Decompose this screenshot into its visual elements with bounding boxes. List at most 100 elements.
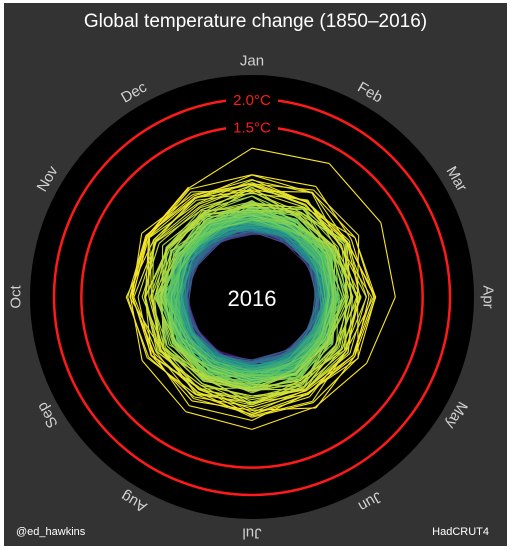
spiral-segment bbox=[287, 333, 316, 361]
spiral-segment bbox=[326, 296, 345, 341]
spiral-segment bbox=[325, 254, 335, 298]
spiral-segment bbox=[161, 296, 165, 349]
spiral-segment bbox=[251, 388, 306, 397]
spiral-segment bbox=[331, 250, 345, 298]
spiral-segment bbox=[155, 206, 201, 242]
spiral-segment bbox=[153, 352, 198, 393]
spiral-segment bbox=[146, 187, 190, 237]
spiral-segment bbox=[204, 204, 253, 217]
spiral-segment bbox=[146, 186, 189, 237]
spiral-segment bbox=[340, 296, 353, 349]
spiral-segment bbox=[332, 296, 337, 344]
spiral-segment bbox=[181, 261, 193, 298]
spiral-segment bbox=[191, 400, 253, 411]
spiral-segment bbox=[305, 344, 336, 391]
spiral-segment bbox=[291, 227, 331, 253]
spiral-segment bbox=[200, 384, 253, 397]
spiral-segment bbox=[251, 407, 317, 411]
spiral-segment bbox=[315, 355, 356, 409]
spiral-segment bbox=[334, 248, 358, 298]
spiral-segment bbox=[210, 368, 253, 373]
spiral-segment bbox=[308, 296, 320, 330]
spiral-segment bbox=[251, 147, 330, 164]
spiral-segment bbox=[308, 263, 317, 298]
spiral-segment bbox=[251, 350, 284, 363]
spiral-segment bbox=[152, 296, 162, 350]
spiral-segment bbox=[251, 204, 301, 214]
spiral-segment bbox=[337, 296, 358, 347]
spiral-segment bbox=[345, 296, 374, 352]
plot-disc bbox=[30, 75, 474, 519]
spiral-segment bbox=[251, 372, 297, 388]
spiral-segment bbox=[153, 198, 196, 241]
spiral-segment bbox=[166, 213, 205, 249]
ring-label-1-5c: 1.5°C bbox=[233, 119, 271, 136]
spiral-segment bbox=[212, 219, 253, 231]
spiral-segment bbox=[162, 348, 197, 395]
spiral-segment bbox=[155, 209, 203, 243]
spiral-segment bbox=[186, 264, 197, 298]
spiral-segment bbox=[251, 184, 306, 205]
spiral-segment bbox=[194, 329, 220, 355]
spiral-segment bbox=[185, 411, 253, 430]
spiral-segment bbox=[125, 296, 150, 357]
spiral-segment bbox=[346, 241, 377, 298]
spiral-segment bbox=[311, 192, 341, 247]
spiral-segment bbox=[251, 183, 307, 203]
spiral-segment bbox=[197, 391, 253, 418]
spiral-lines bbox=[125, 147, 396, 430]
spiral-segment bbox=[251, 195, 296, 223]
spiral-segment bbox=[284, 331, 313, 354]
spiral-segment bbox=[352, 296, 376, 356]
chart-frame: Global temperature change (1850–2016) 2.… bbox=[4, 3, 507, 546]
spiral-segment bbox=[303, 207, 332, 252]
spiral-segment bbox=[186, 225, 212, 260]
spiral-segment bbox=[141, 360, 187, 413]
spiral-segment bbox=[205, 375, 253, 392]
spiral-segment bbox=[198, 388, 253, 410]
spiral-segment bbox=[312, 191, 348, 243]
spiral-segment bbox=[251, 189, 305, 208]
spiral-segment bbox=[295, 338, 326, 374]
spiral-segment bbox=[195, 329, 220, 354]
spiral-segment bbox=[320, 256, 330, 298]
spiral-segment bbox=[251, 215, 295, 225]
spiral-segment bbox=[289, 231, 317, 261]
spiral-segment bbox=[197, 241, 221, 266]
month-label-jan: Jan bbox=[240, 53, 264, 70]
spiral-segment bbox=[251, 174, 316, 187]
spiral-segment bbox=[212, 364, 253, 370]
spiral-segment bbox=[148, 197, 196, 238]
spiral-segment bbox=[163, 347, 203, 384]
spiral-segment bbox=[148, 296, 164, 349]
month-label-feb: Feb bbox=[355, 79, 386, 107]
spiral-segment bbox=[298, 215, 337, 249]
spiral-segment bbox=[320, 296, 335, 337]
spiral-segment bbox=[129, 236, 148, 298]
spiral-segment bbox=[165, 247, 167, 298]
spiral-segment bbox=[152, 353, 190, 407]
spiral-segment bbox=[305, 354, 354, 392]
spiral-segment bbox=[251, 183, 314, 191]
spiral-segment bbox=[174, 341, 209, 374]
month-label-aug: Aug bbox=[118, 487, 150, 515]
spiral-segment bbox=[297, 343, 334, 378]
spiral-segment bbox=[170, 258, 186, 298]
spiral-segment bbox=[189, 174, 253, 190]
spiral-segment bbox=[251, 360, 290, 371]
spiral-segment bbox=[177, 260, 189, 298]
spiral-segment bbox=[287, 329, 310, 360]
month-label-oct: Oct bbox=[8, 285, 25, 309]
spiral-segment bbox=[328, 163, 382, 223]
spiral-segment bbox=[129, 296, 143, 361]
spiral-segment bbox=[194, 190, 253, 199]
spiral-segment bbox=[334, 296, 352, 346]
ring-label-bg-2-0c bbox=[226, 90, 278, 108]
spiral-segment bbox=[289, 335, 321, 364]
spiral-segment bbox=[327, 253, 343, 298]
spiral-segment bbox=[291, 227, 328, 255]
month-label-jul: Jul bbox=[242, 525, 261, 542]
spiral-segment bbox=[148, 356, 195, 398]
spiral-segment bbox=[133, 241, 157, 298]
ring-label-2-0c: 2.0°C bbox=[233, 92, 271, 109]
